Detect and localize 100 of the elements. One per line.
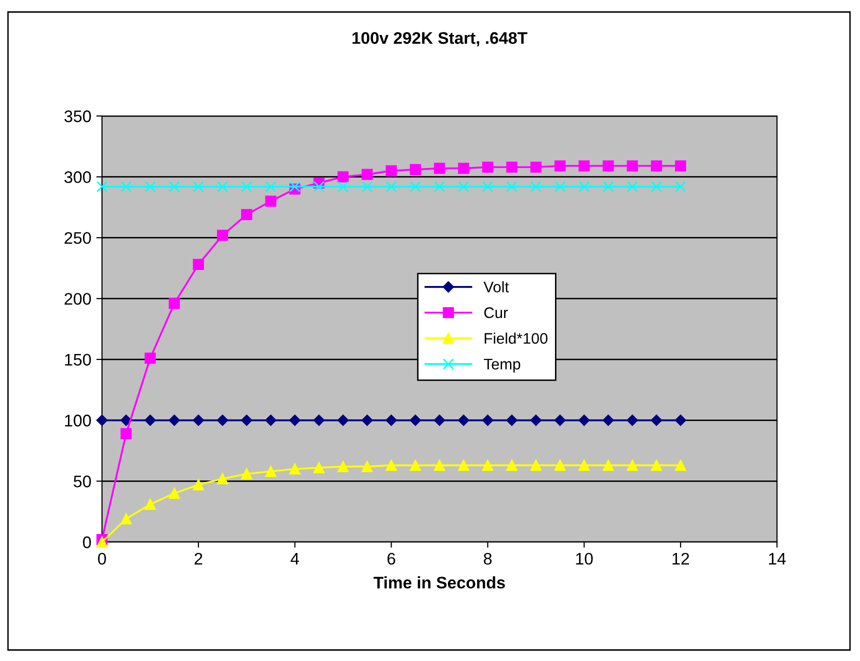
legend-label: Temp	[484, 358, 520, 373]
chart-title: 100v 292K Start, .648T	[352, 32, 528, 46]
point	[554, 160, 566, 172]
point	[362, 414, 373, 426]
point	[530, 460, 542, 471]
point	[530, 414, 542, 426]
x-axis-title: Time in Seconds	[374, 576, 505, 589]
point	[241, 209, 252, 220]
point	[434, 181, 446, 192]
point	[458, 460, 470, 471]
point	[144, 181, 156, 192]
point	[96, 414, 108, 426]
y-tick-label: 0	[82, 536, 91, 548]
point	[410, 414, 421, 426]
point	[578, 414, 590, 426]
x-tick-label: 4	[290, 553, 300, 564]
point	[650, 414, 662, 426]
point	[362, 168, 373, 180]
point	[554, 460, 566, 471]
point	[338, 171, 349, 182]
point	[530, 162, 542, 173]
point	[506, 162, 518, 173]
x-tick-label: 2	[194, 552, 202, 564]
legend-label: Volt	[484, 281, 509, 292]
point	[313, 414, 325, 426]
point	[241, 468, 252, 480]
point	[144, 414, 156, 426]
point	[482, 162, 494, 173]
point	[144, 498, 156, 510]
point	[120, 414, 132, 426]
point	[338, 181, 349, 192]
point	[506, 414, 518, 426]
point	[482, 460, 494, 471]
point	[626, 160, 638, 172]
point	[482, 414, 494, 426]
point	[120, 513, 132, 524]
point	[120, 181, 132, 192]
point	[192, 479, 204, 490]
point	[216, 473, 228, 484]
point	[674, 414, 686, 426]
point	[602, 160, 614, 172]
point	[289, 181, 300, 192]
point	[265, 414, 276, 426]
point	[650, 160, 662, 172]
point	[313, 462, 325, 474]
point	[362, 181, 373, 192]
point	[120, 428, 132, 440]
point	[650, 460, 662, 471]
point	[216, 230, 228, 241]
y-tick-label: 250	[64, 232, 91, 244]
x-tick-label: 12	[672, 552, 690, 564]
point	[168, 414, 180, 426]
point	[530, 181, 542, 192]
legend-label: Cur	[484, 307, 508, 318]
point	[675, 460, 686, 471]
point	[410, 164, 421, 176]
x-tick-label: 8	[484, 552, 492, 565]
x-tick-label: 6	[388, 552, 396, 565]
legend-label: Field*100	[484, 332, 548, 344]
point	[554, 414, 566, 426]
point	[602, 181, 614, 192]
point	[144, 352, 156, 364]
point	[554, 181, 566, 192]
point	[482, 181, 494, 192]
point	[362, 460, 373, 472]
point	[168, 181, 180, 192]
point	[216, 181, 228, 192]
point	[506, 181, 518, 192]
point	[337, 414, 349, 426]
point	[626, 414, 638, 426]
y-tick-label: 50	[74, 476, 91, 488]
point	[313, 181, 325, 192]
point	[265, 181, 276, 192]
point	[602, 414, 614, 426]
point	[434, 162, 446, 174]
x-tick-label: 0	[98, 552, 106, 565]
point	[289, 463, 300, 475]
point	[386, 165, 397, 176]
point	[434, 414, 446, 426]
point	[96, 536, 108, 548]
point	[192, 181, 204, 192]
point	[410, 181, 421, 192]
point	[578, 160, 590, 172]
point	[96, 181, 108, 192]
point	[192, 414, 204, 426]
y-tick-label: 150	[65, 354, 91, 366]
y-tick-label: 350	[64, 110, 91, 122]
point	[216, 414, 228, 426]
point	[241, 414, 252, 426]
point	[458, 181, 470, 192]
point	[506, 460, 518, 471]
point	[241, 181, 252, 192]
point	[386, 414, 397, 426]
point	[168, 298, 180, 309]
point	[578, 181, 590, 192]
point	[410, 460, 421, 471]
point	[265, 466, 276, 477]
point	[192, 258, 204, 270]
x-tick-label: 14	[769, 553, 786, 564]
point	[578, 460, 590, 471]
